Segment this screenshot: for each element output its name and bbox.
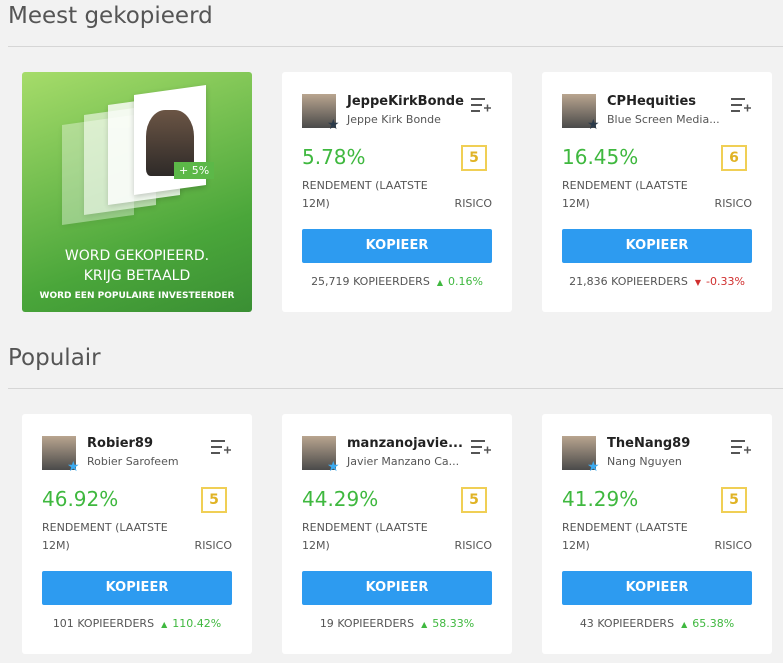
watchlist-icon[interactable] bbox=[730, 439, 752, 459]
copiers-footer: 21,836 KOPIEERDERS ▼ -0.33% bbox=[542, 275, 772, 288]
gain: 5.78% bbox=[302, 145, 366, 169]
avatar-star: ★ bbox=[327, 117, 340, 133]
copiers-footer: 43 KOPIEERDERS ▲ 65.38% bbox=[542, 617, 772, 630]
risk-label: RISICO bbox=[194, 539, 232, 552]
avatar[interactable] bbox=[302, 436, 336, 470]
copiers-count: 101 bbox=[52, 617, 74, 630]
copiers-footer: 19 KOPIEERDERS ▲ 58.33% bbox=[282, 617, 512, 630]
avatar-star: ★ bbox=[587, 117, 600, 133]
watchlist-icon[interactable] bbox=[730, 97, 752, 117]
trend-arrow: ▲ bbox=[161, 620, 168, 629]
watchlist-glyph bbox=[211, 440, 231, 454]
copy-button[interactable]: KOPIEER bbox=[42, 571, 232, 605]
trader-card: ★ JeppeKirkBonde Jeppe Kirk Bonde 5.78% 5 REN… bbox=[282, 72, 512, 312]
gain: 46.92% bbox=[42, 487, 119, 511]
risk-score: 5 bbox=[721, 487, 747, 513]
avatar[interactable] bbox=[42, 436, 76, 470]
username[interactable]: Robier89 bbox=[87, 436, 154, 451]
trend-arrow: ▲ bbox=[436, 278, 443, 287]
trader-card: ★ TheNang89 Nang Nguyen 41.29% 5 RENDEMENT (L… bbox=[542, 414, 772, 654]
copiers-label: KOPIEERDERS bbox=[337, 617, 415, 630]
watchlist-glyph bbox=[471, 440, 491, 454]
username[interactable]: CPHequities bbox=[607, 94, 697, 109]
copiers-label: KOPIEERDERS bbox=[77, 617, 155, 630]
full-name: Javier Manzano Ca... bbox=[347, 455, 460, 468]
copiers-change: -0.33% bbox=[705, 275, 745, 288]
avatar[interactable] bbox=[302, 94, 336, 128]
copiers-change: 0.16% bbox=[447, 275, 483, 288]
full-name: Nang Nguyen bbox=[607, 455, 682, 468]
risk-label: RISICO bbox=[454, 197, 492, 210]
watchlist-glyph bbox=[731, 98, 751, 112]
risk-label: RISICO bbox=[714, 539, 752, 552]
copiers-footer: 25,719 KOPIEERDERS ▲ 0.16% bbox=[282, 275, 512, 288]
watchlist-icon[interactable] bbox=[210, 439, 232, 459]
avatar[interactable] bbox=[562, 94, 596, 128]
username[interactable]: manzanojavie... bbox=[347, 436, 463, 451]
copiers-change: 58.33% bbox=[432, 617, 475, 630]
watchlist-icon[interactable] bbox=[470, 439, 492, 459]
trader-card: ★ manzanojavie... Javier Manzano Ca... 44.2… bbox=[282, 414, 512, 654]
promo-line: WORD EEN POPULAIRE INVESTEERDER bbox=[39, 291, 235, 301]
watchlist-glyph bbox=[731, 440, 751, 454]
copiers-label: KOPIEERDERS bbox=[353, 275, 430, 288]
risk-score: 5 bbox=[461, 145, 487, 171]
copiers-footer: 101 KOPIEERDERS ▲ 110.42% bbox=[22, 617, 252, 630]
gain: 44.29% bbox=[302, 487, 379, 511]
return-label: RENDEMENT (LAATSTE 12M) bbox=[302, 521, 428, 552]
return-label: RENDEMENT (LAATSTE 12M) bbox=[302, 179, 428, 210]
divider bbox=[8, 46, 783, 47]
divider bbox=[8, 388, 783, 389]
trend-arrow: ▲ bbox=[681, 620, 688, 629]
section-title: Populair bbox=[8, 345, 101, 371]
avatar[interactable] bbox=[562, 436, 596, 470]
copiers-count: 43 bbox=[579, 617, 594, 630]
trend-arrow: ▲ bbox=[421, 620, 428, 629]
copiers-change: 110.42% bbox=[172, 617, 222, 630]
promo-line: KRIJG BETAALD bbox=[83, 268, 191, 284]
copy-button[interactable]: KOPIEER bbox=[302, 571, 492, 605]
copiers-count: 19 bbox=[319, 617, 334, 630]
promo-badge: + 5% bbox=[174, 162, 215, 179]
risk-score: 5 bbox=[201, 487, 227, 513]
return-label: RENDEMENT (LAATSTE 12M) bbox=[42, 521, 168, 552]
watchlist-glyph bbox=[471, 98, 491, 112]
risk-label: RISICO bbox=[454, 539, 492, 552]
promo-line: WORD GEKOPIEERD. bbox=[64, 248, 210, 264]
risk-score: 5 bbox=[461, 487, 487, 513]
trader-card: ★ CPHequities Blue Screen Media... 16.45% 6 R… bbox=[542, 72, 772, 312]
copiers-count: 21,836 bbox=[569, 275, 608, 288]
risk-label: RISICO bbox=[714, 197, 752, 210]
username[interactable]: JeppeKirkBonde bbox=[347, 94, 464, 109]
copiers-label: KOPIEERDERS bbox=[597, 617, 675, 630]
avatar-star: ★ bbox=[67, 459, 80, 475]
copiers-label: KOPIEERDERS bbox=[611, 275, 688, 288]
copiers-count: 25,719 bbox=[311, 275, 350, 288]
promo-banner[interactable]: + 5% WORD GEKOPIEERD. KRIJG BETAALD WORD EE… bbox=[22, 72, 252, 312]
return-label: RENDEMENT (LAATSTE 12M) bbox=[562, 179, 688, 210]
full-name: Blue Screen Media... bbox=[607, 113, 720, 126]
risk-score: 6 bbox=[721, 145, 747, 171]
avatar-star: ★ bbox=[327, 459, 340, 475]
watchlist-icon[interactable] bbox=[470, 97, 492, 117]
username[interactable]: TheNang89 bbox=[607, 436, 691, 451]
gain: 16.45% bbox=[562, 145, 639, 169]
return-label: RENDEMENT (LAATSTE 12M) bbox=[562, 521, 688, 552]
avatar-star: ★ bbox=[587, 459, 600, 475]
trader-card: ★ Robier89 Robier Sarofeem 46.92% 5 RENDEMENT… bbox=[22, 414, 252, 654]
trend-arrow: ▼ bbox=[694, 278, 701, 287]
copy-button[interactable]: KOPIEER bbox=[562, 571, 752, 605]
full-name: Robier Sarofeem bbox=[87, 455, 179, 468]
full-name: Jeppe Kirk Bonde bbox=[347, 113, 441, 126]
section-title: Meest gekopieerd bbox=[8, 3, 213, 29]
gain: 41.29% bbox=[562, 487, 639, 511]
copiers-change: 65.38% bbox=[692, 617, 735, 630]
copy-button[interactable]: KOPIEER bbox=[562, 229, 752, 263]
copy-button[interactable]: KOPIEER bbox=[302, 229, 492, 263]
